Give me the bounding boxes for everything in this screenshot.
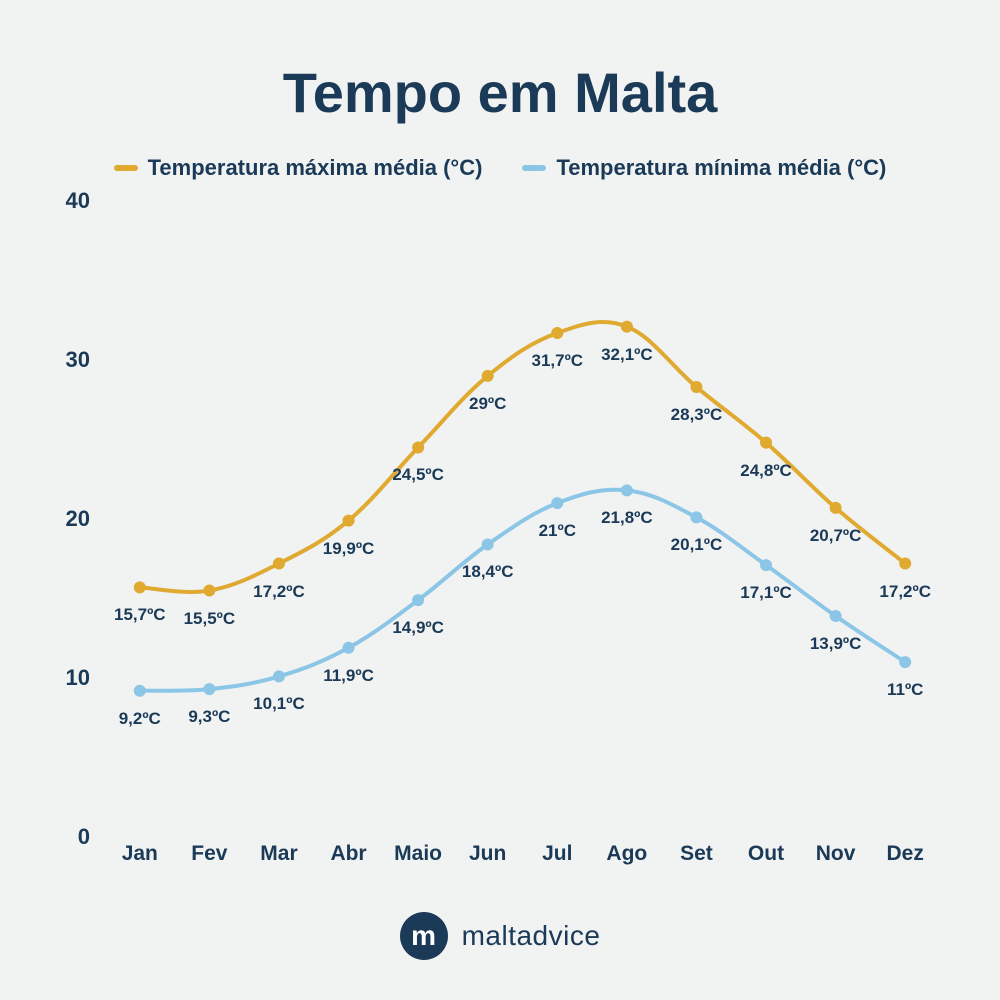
brand-logo-icon: m [400,912,448,960]
data-label: 15,5ºC [184,609,236,629]
y-axis: 010203040 [50,201,100,837]
data-label: 9,3ºC [188,707,230,727]
series-marker [551,327,563,339]
x-tick: Set [662,842,732,897]
series-line [140,322,905,592]
legend-label-max: Temperatura máxima média (°C) [148,155,483,181]
y-tick: 10 [66,665,90,691]
series-marker [690,511,702,523]
data-label: 29ºC [469,394,506,414]
series-marker [134,581,146,593]
series-marker [203,683,215,695]
data-label: 31,7ºC [531,351,583,371]
data-label: 32,1ºC [601,345,653,365]
data-label: 19,9ºC [323,539,375,559]
data-label: 20,7ºC [810,526,862,546]
series-marker [482,538,494,550]
legend-item-min: Temperatura mínima média (°C) [522,155,886,181]
series-marker [343,642,355,654]
data-label: 11,9ºC [323,666,374,686]
data-label: 24,8ºC [740,461,792,481]
y-tick: 30 [66,347,90,373]
series-marker [412,441,424,453]
brand-row: m maltadvice [50,912,950,960]
x-tick: Dez [870,842,940,897]
series-marker [621,484,633,496]
x-tick: Jul [522,842,592,897]
x-tick: Out [731,842,801,897]
data-label: 17,1ºC [740,583,792,603]
data-label: 21,8ºC [601,508,653,528]
series-marker [134,685,146,697]
y-tick: 0 [78,824,90,850]
legend-swatch-min [522,165,546,171]
series-marker [273,558,285,570]
series-marker [760,437,772,449]
x-tick: Ago [592,842,662,897]
series-marker [343,515,355,527]
data-label: 28,3ºC [671,405,723,425]
x-tick: Jun [453,842,523,897]
legend-label-min: Temperatura mínima média (°C) [556,155,886,181]
data-label: 11ºC [887,680,923,700]
series-marker [482,370,494,382]
series-marker [203,585,215,597]
series-marker [273,670,285,682]
brand-name: maltadvice [462,920,601,952]
data-label: 21ºC [539,521,576,541]
chart-area: 010203040 15,7ºC15,5ºC17,2ºC19,9ºC24,5ºC… [50,201,950,897]
x-tick: Nov [801,842,871,897]
y-tick: 20 [66,506,90,532]
legend-swatch-max [114,165,138,171]
series-marker [899,558,911,570]
series-marker [621,321,633,333]
data-label: 10,1ºC [253,694,305,714]
data-label: 17,2ºC [879,582,931,602]
x-tick: Maio [383,842,453,897]
x-tick: Abr [314,842,384,897]
series-marker [551,497,563,509]
plot-area: 15,7ºC 15,5ºC 17,2ºC 19,9ºC 24,5ºC 29ºC 31,7ºC… [105,201,940,837]
data-label: 14,9ºC [392,618,444,638]
series-marker [899,656,911,668]
chart-title: Tempo em Malta [50,60,950,125]
legend: Temperatura máxima média (°C) Temperatur… [50,155,950,181]
series-marker [690,381,702,393]
data-label: 13,9ºC [810,634,862,654]
series-marker [830,502,842,514]
data-label: 17,2ºC [253,582,305,602]
series-marker [760,559,772,571]
legend-item-max: Temperatura máxima média (°C) [114,155,483,181]
x-tick: Mar [244,842,314,897]
series-marker [830,610,842,622]
y-tick: 40 [66,188,90,214]
x-axis: JanFevMarAbrMaioJunJulAgoSetOutNovDez [105,842,940,897]
chart-container: Tempo em Malta Temperatura máxima média … [0,0,1000,1000]
x-tick: Jan [105,842,175,897]
data-label: 18,4ºC [462,562,514,582]
plot-svg [105,201,940,837]
data-label: 9,2ºC [119,709,161,729]
data-label: 24,5ºC [392,465,444,485]
x-tick: Fev [175,842,245,897]
data-label: 15,7ºC [114,605,166,625]
data-label: 20,1ºC [671,535,723,555]
series-marker [412,594,424,606]
